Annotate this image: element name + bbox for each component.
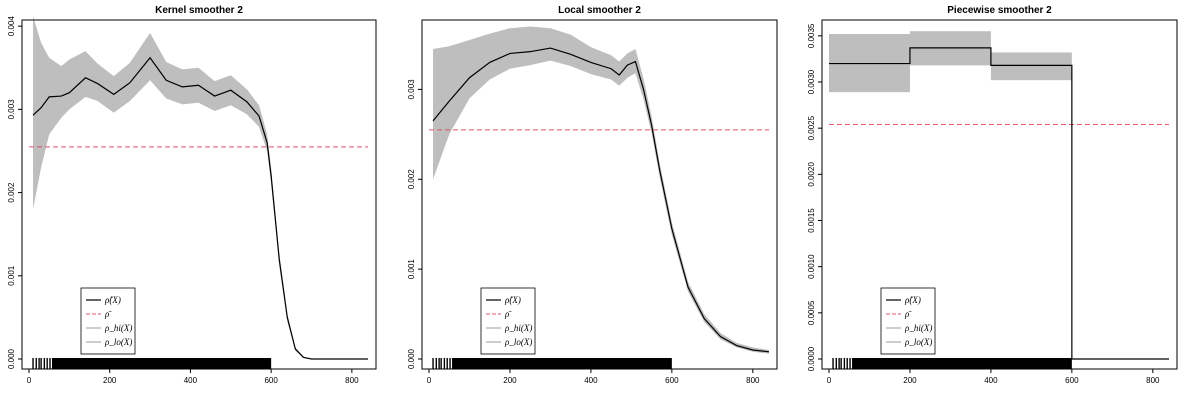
x-tick-label: 400 (184, 376, 198, 385)
y-tick-label: 0.0000 (807, 346, 816, 371)
y-tick-label: 0.0020 (807, 162, 816, 187)
y-tick-label: 0.000 (7, 348, 16, 369)
y-tick-label: 0.004 (7, 16, 16, 37)
y-tick-label: 0.000 (407, 348, 416, 369)
legend-label: ρ_lo(X) (904, 337, 932, 347)
y-tick-label: 0.0035 (807, 23, 816, 48)
x-tick-label: 200 (903, 376, 917, 385)
x-tick-label: 400 (984, 376, 998, 385)
y-tick-label: 0.002 (7, 182, 16, 203)
chart-title: Kernel smoother 2 (155, 5, 243, 16)
y-tick-label: 0.003 (7, 99, 16, 120)
x-tick-label: 0 (827, 376, 832, 385)
y-tick-label: 0.0005 (807, 300, 816, 325)
panel-1: Kernel smoother 2 0 200 400 600 800 0.000 0.001… (7, 5, 376, 385)
y-tick-label: 0.0010 (807, 254, 816, 279)
rug-block (52, 358, 271, 369)
legend: ρ̂(X)ρ̄ρ_hi(X)ρ_lo(X) (81, 288, 135, 354)
rug-block (852, 358, 1072, 369)
legend: ρ̂(X)ρ̄ρ_hi(X)ρ_lo(X) (881, 288, 935, 354)
y-tick-label: 0.001 (407, 259, 416, 280)
rug (433, 358, 672, 369)
x-tick-label: 600 (1065, 376, 1079, 385)
legend-label: ρ̂(X) (104, 295, 121, 305)
legend-label: ρ_lo(X) (104, 337, 132, 347)
x-tick-label: 200 (503, 376, 517, 385)
x-tick-label: 800 (345, 376, 359, 385)
y-tick-label: 0.001 (7, 265, 16, 286)
x-tick-label: 800 (1146, 376, 1160, 385)
x-tick-label: 800 (746, 376, 760, 385)
legend-label: ρ_hi(X) (104, 323, 132, 333)
y-tick-label: 0.002 (407, 169, 416, 190)
legend-label: ρ̂(X) (504, 295, 521, 305)
y-tick-label: 0.0015 (807, 208, 816, 233)
rug (833, 358, 1072, 369)
rug (33, 358, 271, 369)
y-tick-label: 0.003 (407, 79, 416, 100)
chart-title: Piecewise smoother 2 (947, 5, 1052, 16)
legend-label: ρ_hi(X) (504, 323, 532, 333)
panel-2: Local smoother 2 0 200 400 600 800 0.000 0.001 0… (407, 5, 777, 385)
fitted-line (829, 48, 1169, 359)
chart-title: Local smoother 2 (558, 5, 641, 16)
x-tick-label: 0 (427, 376, 432, 385)
x-tick-label: 200 (103, 376, 117, 385)
legend: ρ̂(X)ρ̄ρ_hi(X)ρ_lo(X) (481, 288, 535, 354)
legend-label: ρ_hi(X) (904, 323, 932, 333)
y-tick-label: 0.0025 (807, 115, 816, 140)
legend-label: ρ_lo(X) (504, 337, 532, 347)
x-tick-label: 600 (665, 376, 679, 385)
x-tick-label: 600 (264, 376, 278, 385)
x-tick-label: 0 (27, 376, 32, 385)
y-tick-label: 0.0030 (807, 69, 816, 94)
rug-block (452, 358, 672, 369)
confidence-band-segment (991, 52, 1072, 80)
panel-3: Piecewise smoother 2 0 200 400 600 800 0.0000 0… (807, 5, 1177, 385)
legend-label: ρ̂(X) (904, 295, 921, 305)
x-tick-label: 400 (584, 376, 598, 385)
